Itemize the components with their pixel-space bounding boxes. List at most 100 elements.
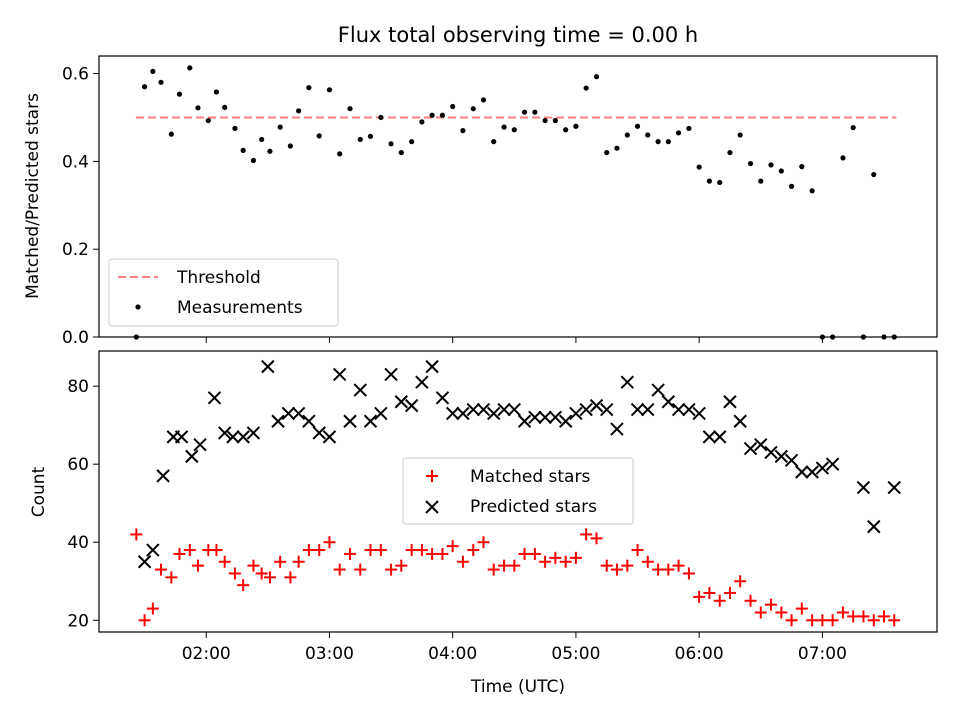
matched-stars-point — [775, 606, 788, 619]
matched-stars-point — [415, 544, 428, 557]
matched-stars-point — [446, 540, 459, 553]
predicted-stars-point — [226, 430, 240, 444]
measurements-point — [419, 119, 425, 125]
legend-measurements-label: Measurements — [177, 298, 303, 318]
bottom-y-tick-label: 40 — [67, 533, 89, 553]
matched-stars-point — [354, 563, 367, 576]
matched-stars-point — [734, 575, 747, 588]
matched-stars-point — [765, 598, 778, 611]
predicted-stars-point — [867, 519, 881, 534]
predicted-stars-point — [404, 398, 419, 413]
measurements-point — [840, 155, 846, 161]
measurements-point — [521, 109, 528, 115]
measurements-point — [306, 85, 312, 91]
matched-stars-point — [847, 610, 860, 623]
predicted-stars-point — [207, 391, 222, 405]
predicted-stars-point — [271, 414, 285, 428]
top-y-tick-label: 0.2 — [62, 240, 89, 260]
bottom-marks — [130, 359, 901, 627]
top-axes-frame — [98, 55, 938, 338]
matched-stars-point — [888, 614, 901, 627]
matched-stars-point — [313, 544, 326, 557]
predicted-stars-point — [476, 402, 491, 417]
predicted-stars-point — [291, 406, 306, 421]
top-y-ticks: 0.0 0.2 0.4 0.6 — [62, 65, 99, 348]
measurements-point — [552, 117, 558, 124]
matched-stars-point — [395, 559, 408, 572]
matched-stars-point — [826, 614, 839, 627]
predicted-stars-point — [353, 383, 367, 397]
predicted-stars-point — [185, 449, 199, 464]
matched-stars-point — [456, 555, 469, 568]
matched-stars-point — [436, 547, 449, 560]
predicted-stars-point — [815, 461, 830, 475]
predicted-stars-point — [887, 480, 901, 495]
matched-stars-point — [154, 563, 167, 576]
measurements-point — [450, 103, 456, 110]
matched-stars-point — [621, 559, 634, 572]
measurements-point — [758, 178, 764, 184]
matched-stars-point — [237, 579, 250, 592]
bottom-x-tick-label: 03:00 — [305, 644, 354, 664]
predicted-stars-point — [137, 555, 152, 569]
matched-stars-point — [302, 544, 315, 557]
matched-stars-point — [806, 614, 819, 627]
bottom-x-tick-label: 07:00 — [798, 644, 847, 664]
matched-stars-point — [703, 586, 716, 599]
matched-stars-point — [467, 544, 480, 557]
legend-measurements-swatch — [135, 304, 141, 310]
figure-title: Flux total observing time = 0.00 h — [338, 23, 698, 47]
matched-stars-point — [580, 528, 593, 541]
bottom-x-tick-label: 06:00 — [675, 644, 724, 664]
matched-stars-point — [263, 571, 276, 584]
measurements-point — [788, 183, 795, 190]
matched-stars-point — [498, 559, 511, 572]
measurements-point — [563, 127, 569, 133]
predicted-stars-point — [569, 406, 583, 421]
measurements-point — [337, 151, 343, 157]
predicted-stars-point — [671, 402, 686, 417]
predicted-stars-point — [784, 453, 799, 467]
predicted-stars-point — [217, 426, 232, 440]
top-y-tick-label: 0.6 — [62, 65, 89, 85]
matched-stars-point — [385, 563, 398, 576]
bottom-y-tick-label: 80 — [67, 377, 89, 397]
measurements-point — [809, 188, 815, 194]
matched-stars-point — [247, 559, 260, 572]
matched-stars-point — [130, 528, 143, 541]
predicted-stars-point — [146, 543, 160, 557]
measurements-point — [778, 168, 784, 174]
predicted-stars-point — [445, 406, 460, 421]
measurements-point — [850, 124, 856, 131]
measurements-point — [409, 139, 415, 145]
measurements-point — [398, 149, 404, 156]
measurements-point — [267, 148, 273, 154]
measurements-point — [737, 132, 743, 138]
measurements-point — [460, 128, 466, 134]
measurements-point — [573, 123, 579, 129]
measurements-point — [665, 139, 671, 145]
predicted-stars-point — [507, 402, 522, 417]
measurements-point — [871, 171, 877, 178]
predicted-stars-point — [487, 406, 501, 421]
predicted-stars-point — [193, 437, 207, 452]
predicted-stars-point — [312, 426, 326, 440]
predicted-stars-point — [733, 414, 747, 428]
matched-stars-point — [682, 567, 695, 580]
measurements-point — [614, 145, 620, 151]
matched-stars-point — [323, 536, 336, 549]
predicted-stars-point — [384, 367, 398, 382]
top-legend: Threshold Measurements — [108, 258, 339, 327]
predicted-stars-point — [394, 395, 409, 409]
predicted-stars-point — [374, 406, 388, 421]
measurements-point — [583, 85, 589, 91]
bottom-x-tick-label: 04:00 — [428, 644, 477, 664]
predicted-stars-point — [856, 480, 871, 495]
predicted-stars-point — [497, 402, 511, 417]
bottom-x-tick-label: 02:00 — [182, 644, 231, 664]
matched-stars-point — [405, 544, 418, 557]
measurements-point — [439, 112, 446, 118]
predicted-stars-point — [363, 414, 378, 428]
